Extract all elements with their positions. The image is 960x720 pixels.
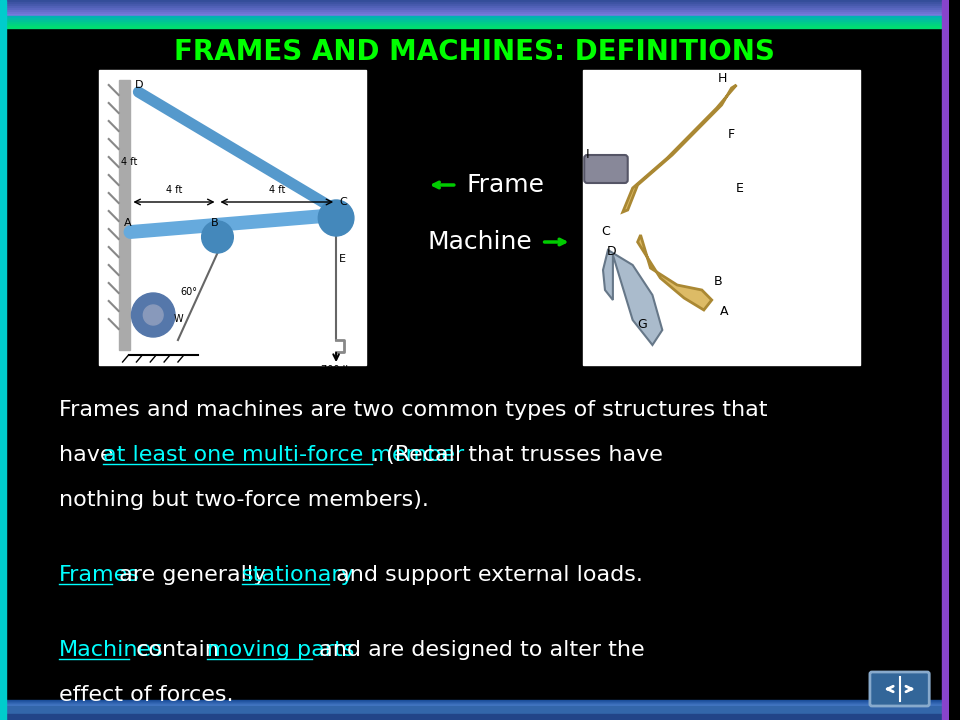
Bar [0,26,949,28]
Text: and are designed to alter the: and are designed to alter the [312,640,644,660]
Polygon shape [603,250,662,345]
Text: D: D [134,80,143,90]
Text: 700 lb: 700 lb [321,365,351,375]
Text: stationary: stationary [242,565,355,585]
Bar [119,80,131,350]
Bar [0,706,949,714]
Text: A: A [720,305,728,318]
Text: are generally: are generally [111,565,273,585]
Text: W: W [174,314,183,324]
Text: Frame: Frame [467,173,544,197]
Bar [0,704,949,705]
Polygon shape [637,235,711,310]
Bar [0,703,949,704]
Text: F: F [728,128,734,141]
Bar [0,714,949,720]
Text: A: A [124,218,132,228]
Text: FRAMES AND MACHINES: DEFINITIONS: FRAMES AND MACHINES: DEFINITIONS [174,38,775,66]
Bar [0,702,949,703]
Bar [0,700,949,701]
Bar [0,24,949,26]
Bar [0,18,949,20]
Text: 4 ft: 4 ft [269,185,285,195]
Bar [0,0,6,720]
Bar [0,701,949,702]
Text: D: D [607,245,616,258]
Text: and support external loads.: and support external loads. [329,565,643,585]
Text: C: C [339,197,347,207]
Text: nothing but two-force members).: nothing but two-force members). [60,490,429,510]
Bar [0,2,949,4]
Circle shape [132,293,175,337]
Text: moving parts: moving parts [207,640,354,660]
Text: . (Recall that trusses have: . (Recall that trusses have [372,445,663,465]
Bar [99,70,366,365]
Bar [0,4,949,6]
Polygon shape [623,85,736,212]
Bar [0,10,949,12]
Text: 4 ft: 4 ft [121,157,137,167]
Circle shape [202,221,233,253]
Bar [0,705,949,706]
Bar [0,20,949,22]
Bar [942,0,949,720]
Text: G: G [637,318,647,331]
Text: have: have [60,445,121,465]
Text: B: B [713,275,722,288]
Bar [0,12,949,14]
FancyBboxPatch shape [585,155,628,183]
Bar [584,70,860,365]
FancyBboxPatch shape [870,672,929,706]
Text: E: E [339,254,346,264]
Bar [0,14,949,16]
Circle shape [319,200,354,236]
Text: Frames: Frames [60,565,140,585]
Text: 4 ft: 4 ft [166,185,182,195]
Text: B: B [210,218,218,228]
Bar [0,22,949,24]
Bar [0,6,949,8]
Bar [0,0,949,2]
Bar [0,8,949,10]
Text: Machine: Machine [427,230,532,254]
Text: 60°: 60° [180,287,197,297]
Text: Frames and machines are two common types of structures that: Frames and machines are two common types… [60,400,768,420]
Text: at least one multi-force member: at least one multi-force member [103,445,464,465]
Text: H: H [718,72,727,85]
Text: effect of forces.: effect of forces. [60,685,234,705]
Circle shape [143,305,163,325]
Bar [0,16,949,18]
Text: Machines: Machines [60,640,164,660]
Text: E: E [735,182,743,195]
Text: contain: contain [129,640,226,660]
Text: C: C [601,225,610,238]
Text: I: I [587,148,589,161]
